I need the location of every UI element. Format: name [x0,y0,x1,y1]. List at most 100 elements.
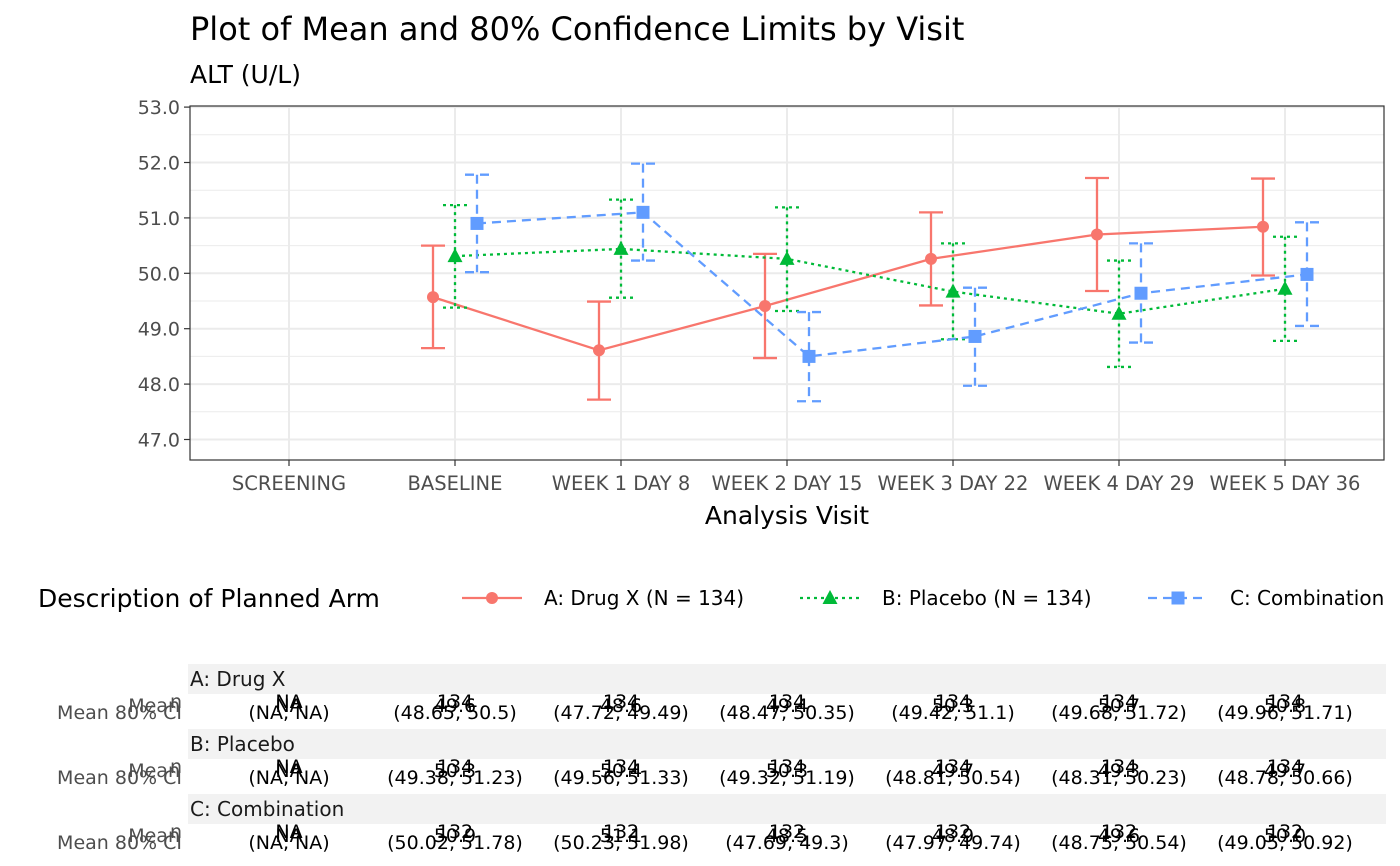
table-cell-ci: (47.72, 49.49) [553,702,689,724]
table-cell-ci: (NA, NA) [248,702,329,724]
legend-key-marker [486,592,498,604]
table-cell-mean: 49.6 [1098,825,1140,847]
table-row-label: n [170,756,182,778]
table-cell-ci: (NA, NA) [248,767,329,789]
legend-label: B: Placebo (N = 134) [882,586,1092,610]
x-tick-label: WEEK 2 DAY 15 [712,472,863,495]
table-row-label: Mean 80% CI [57,832,182,854]
data-point [1257,220,1269,233]
table-cell-mean: 50.3 [932,695,974,717]
x-tick-label: SCREENING [232,472,346,495]
table-cell-mean: 50.8 [1264,695,1306,717]
chart-subtitle: ALT (U/L) [190,60,301,89]
table-cell-mean: 48.5 [766,825,808,847]
table-cell-ci: (48.81, 50.54) [885,767,1021,789]
table-cell-n: 132 [603,821,639,843]
table-cell-mean: 49.4 [766,695,808,717]
table-row-label: Mean [128,825,180,847]
table-cell-ci: (NA, NA) [248,832,329,854]
series-line [432,225,1264,352]
legend-key-marker [1171,591,1185,605]
y-tick-label: 49.0 [138,319,180,341]
table-strip [188,664,1386,694]
table-cell-n: 134 [1267,756,1303,778]
table-cell-mean: NA [275,695,302,717]
legend-title: Description of Planned Arm [38,584,380,613]
y-tick-label: 53.0 [138,97,180,119]
table-cell-ci: (48.47, 50.35) [719,702,855,724]
table-cell-ci: (50.02, 51.78) [387,832,523,854]
table-row-label: Mean [128,760,180,782]
table-cell-n: 134 [603,691,639,713]
y-tick-label: 48.0 [138,374,180,396]
table-strip-label: B: Placebo [190,732,295,756]
table-cell-mean: 49.7 [1264,760,1306,782]
table-cell-n: 134 [935,691,971,713]
table-cell-ci: (47.69, 49.3) [725,832,849,854]
data-point [802,349,816,363]
data-point [636,205,650,219]
data-point [1277,280,1293,295]
table-cell-ci: (48.31, 50.23) [1051,767,1187,789]
table-cell-n: 132 [1267,821,1303,843]
data-point [613,240,629,255]
table-cell-ci: (49.68, 51.72) [1051,702,1187,724]
data-point [1300,267,1314,281]
y-tick-label: 47.0 [138,430,180,452]
table-cell-mean: 49.3 [1098,760,1140,782]
table-cell-n: 134 [1267,691,1303,713]
table-cell-n: 134 [769,756,805,778]
table-cell-n: NA [275,691,302,713]
table-cell-n: 134 [437,691,473,713]
x-tick-label: BASELINE [408,472,503,495]
table-cell-n: 134 [437,756,473,778]
legend: Description of Planned Arm A: Drug X (N … [38,584,1384,613]
table-cell-mean: NA [275,760,302,782]
data-point [447,248,463,263]
table-cell-ci: (48.65, 50.5) [393,702,517,724]
table-row-label: Mean 80% CI [57,702,182,724]
table-cell-n: NA [275,756,302,778]
table-cell-ci: (47.97, 49.74) [885,832,1021,854]
table-cell-mean: 49.6 [434,695,476,717]
table-cell-ci: (50.23, 51.98) [553,832,689,854]
table-cell-mean: 50.4 [600,760,642,782]
x-tick-label: WEEK 5 DAY 36 [1210,472,1361,495]
y-tick-label: 52.0 [138,153,180,175]
x-tick-label: WEEK 4 DAY 29 [1044,472,1195,495]
table-strip [188,729,1386,759]
table-cell-mean: NA [275,825,302,847]
legend-label: A: Drug X (N = 134) [544,586,744,610]
data-point [1091,228,1103,241]
table-cell-n: 134 [603,756,639,778]
data-point [945,283,961,298]
data-point [925,252,937,265]
table-cell-n: 132 [769,821,805,843]
table-strip-label: C: Combination [190,797,344,821]
table-row-label: Mean [128,695,180,717]
legend-label: C: Combination [1230,586,1384,610]
table-row-label: n [170,821,182,843]
legend-key-marker [822,590,838,604]
table-cell-mean: 50.9 [434,825,476,847]
data-point [779,250,795,265]
data-point [968,329,982,343]
data-point [427,291,439,304]
table-cell-ci: (48.78, 50.66) [1217,767,1353,789]
data-point [759,299,771,312]
table-cell-ci: (49.56, 51.33) [553,767,689,789]
data-point [1111,305,1127,320]
x-axis-title: Analysis Visit [705,501,869,530]
data-point [1134,286,1148,300]
table-cell-ci: (49.38, 51.23) [387,767,523,789]
table-cell-ci: (49.32, 51.19) [719,767,855,789]
table-cell-mean: 48.9 [932,825,974,847]
series-line [476,211,1308,358]
table-cell-n: 132 [935,821,971,843]
table-cell-n: 134 [935,756,971,778]
x-tick-label: WEEK 3 DAY 22 [878,472,1029,495]
table-row-label: n [170,691,182,713]
table-strip [188,794,1386,824]
table-row-label: Mean 80% CI [57,767,182,789]
table-cell-mean: 50.3 [766,760,808,782]
